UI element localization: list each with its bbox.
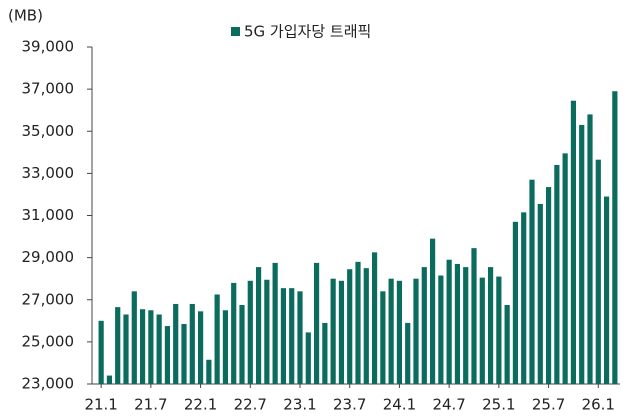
bar (313, 262, 320, 384)
y-tick-label: 27,000 (22, 290, 75, 308)
bar (272, 262, 278, 384)
bar (554, 164, 560, 384)
bar (446, 259, 452, 384)
bar (280, 288, 287, 384)
y-tick-label: 23,000 (22, 375, 75, 393)
legend-label: 5G 가입자당 트래픽 (244, 23, 371, 41)
bar (587, 114, 593, 385)
bar (545, 187, 552, 384)
bar (139, 309, 146, 384)
bar (529, 179, 535, 384)
y-tick-label: 33,000 (22, 164, 75, 182)
bar (371, 252, 378, 384)
bar (264, 279, 270, 384)
bar (164, 326, 171, 384)
bar (131, 291, 137, 384)
bar (454, 263, 461, 384)
x-tick-label: 22.7 (234, 396, 267, 414)
bar (338, 280, 345, 384)
x-tick-label: 23.1 (283, 396, 316, 414)
bar (255, 267, 262, 384)
bar (305, 332, 311, 384)
bar (197, 311, 204, 384)
bar (413, 278, 419, 384)
bar (595, 159, 601, 384)
y-tick-label: 37,000 (22, 80, 75, 98)
bar (297, 291, 303, 384)
bar (206, 359, 212, 384)
bar (612, 91, 618, 384)
x-tick-label: 21.7 (134, 396, 167, 414)
bar (388, 278, 394, 384)
bar (570, 100, 577, 384)
bar (181, 323, 187, 384)
bar (106, 375, 113, 384)
x-tick-label: 23.7 (333, 396, 366, 414)
bar (214, 294, 220, 384)
bar (438, 275, 444, 384)
bar (504, 305, 510, 384)
y-tick-label: 31,000 (22, 206, 75, 224)
bar (156, 314, 162, 384)
bar (421, 267, 427, 384)
bar (496, 276, 502, 384)
bar (512, 221, 519, 384)
bar (429, 238, 436, 384)
bar (98, 320, 104, 384)
bar (123, 314, 129, 384)
bar (603, 196, 610, 384)
x-tick-label: 26.1 (582, 396, 615, 414)
bar (487, 267, 494, 384)
bar (363, 268, 369, 384)
y-tick-label: 29,000 (22, 248, 75, 266)
bar (355, 261, 361, 384)
bar (189, 303, 195, 384)
x-tick-label: 21.1 (84, 396, 117, 414)
bar (247, 280, 253, 384)
bar (521, 212, 527, 384)
unit-label: (MB) (8, 7, 43, 25)
bar (239, 305, 245, 384)
bar (115, 307, 121, 384)
x-tick-label: 24.7 (432, 396, 465, 414)
bar (289, 288, 295, 384)
bar (231, 282, 237, 384)
bar (463, 267, 469, 384)
bar (222, 310, 229, 384)
bar (579, 124, 585, 385)
bar (347, 269, 353, 384)
bar (330, 278, 336, 384)
bar (471, 248, 477, 384)
legend-swatch (231, 27, 240, 36)
x-tick-label: 25.1 (482, 396, 515, 414)
bar (396, 280, 403, 384)
bar (173, 303, 179, 384)
bar (405, 322, 411, 384)
bar (148, 310, 154, 384)
bar (322, 322, 328, 384)
bar (537, 203, 543, 384)
x-tick-label: 25.7 (532, 396, 565, 414)
bar (479, 277, 485, 384)
y-tick-label: 35,000 (22, 122, 75, 140)
y-tick-label: 25,000 (22, 332, 75, 350)
y-tick-label: 39,000 (22, 38, 75, 56)
bar (562, 153, 568, 384)
x-tick-label: 22.1 (184, 396, 217, 414)
bar (380, 291, 386, 384)
x-tick-label: 24.1 (383, 396, 416, 414)
